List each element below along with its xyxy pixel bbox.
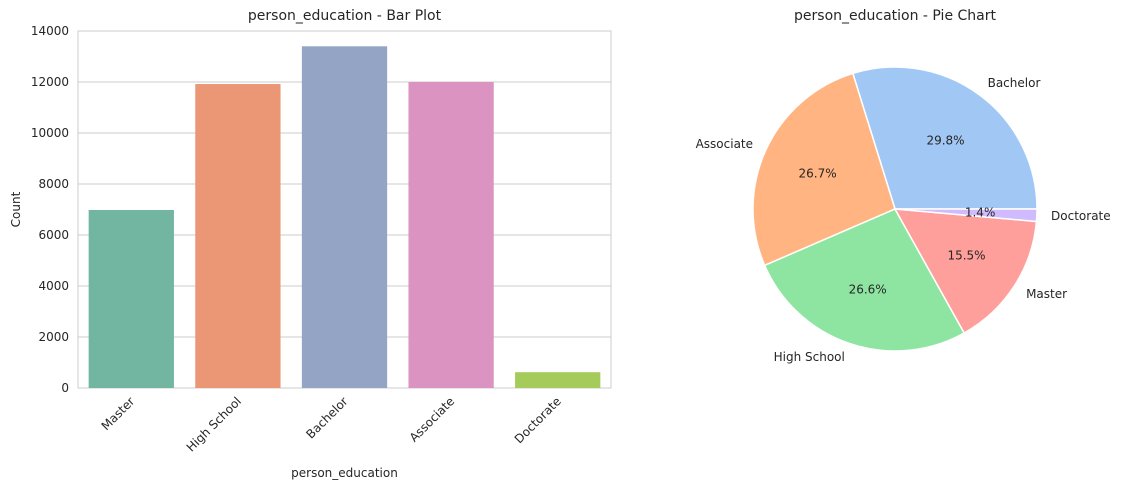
y-axis-label: Count — [9, 191, 23, 227]
x-axis-label: person_education — [291, 466, 398, 480]
pie-label-doctorate: Doctorate — [1051, 209, 1111, 223]
x-tick-label: Doctorate — [512, 394, 564, 446]
bar-doctorate — [515, 372, 601, 388]
bar-chart-title: person_education - Bar Plot — [247, 8, 442, 24]
pie-label-bachelor: Bachelor — [988, 76, 1041, 90]
x-tick-label: Master — [99, 394, 138, 433]
pie-pct-label: 1.4% — [965, 206, 996, 220]
y-tick-label: 12000 — [31, 75, 69, 89]
pie-pct-label: 26.6% — [849, 283, 887, 297]
bar-high-school — [195, 84, 281, 388]
y-tick-label: 8000 — [38, 177, 69, 191]
y-tick-label: 4000 — [38, 279, 69, 293]
pie-slice-associate — [752, 72, 896, 267]
pie-pct-label: 26.7% — [799, 166, 837, 180]
pie-label-associate: Associate — [696, 137, 753, 151]
y-tick-label: 10000 — [31, 126, 69, 140]
pie-pct-label: 29.8% — [926, 133, 964, 147]
bar-associate — [408, 82, 494, 388]
y-tick-label: 0 — [61, 381, 69, 395]
pie-pct-label: 15.5% — [947, 248, 985, 262]
y-tick-label: 14000 — [31, 24, 69, 38]
pie-slice-doctorate — [894, 208, 1038, 223]
pie-label-master: Master — [1026, 287, 1067, 301]
pie-chart-title: person_education - Pie Chart — [794, 8, 996, 24]
bar-bachelor — [301, 46, 388, 389]
x-tick-label: Associate — [407, 394, 458, 445]
pie-label-high-school: High School — [774, 350, 845, 364]
y-tick-label: 6000 — [38, 228, 69, 242]
bar-master — [88, 210, 174, 388]
x-tick-label: Bachelor — [303, 394, 350, 441]
pie-slice-master — [893, 208, 1038, 335]
pie-slice-bachelor — [851, 66, 1038, 210]
x-tick-label: High School — [184, 394, 244, 454]
y-tick-label: 2000 — [38, 330, 69, 344]
